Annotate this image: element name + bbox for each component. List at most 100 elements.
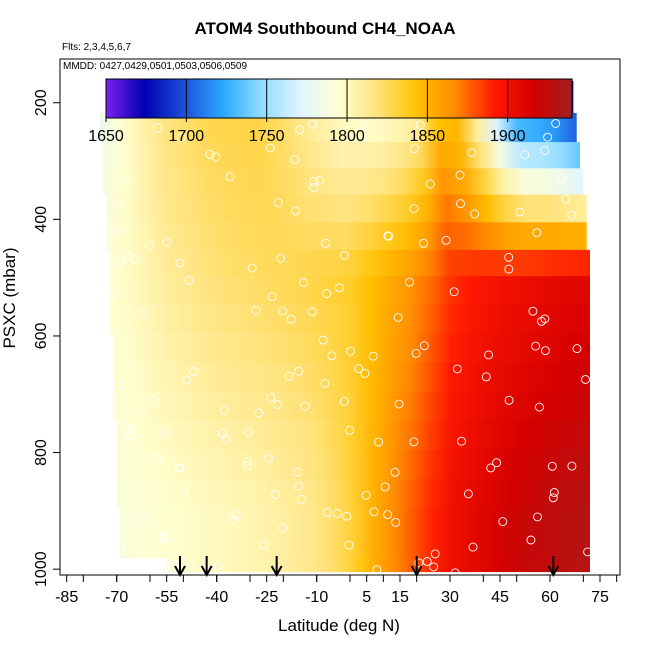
x-tick-label: -70 xyxy=(105,589,128,606)
sample-marker xyxy=(345,425,355,435)
sample-marker xyxy=(515,207,525,217)
sample-marker xyxy=(296,494,306,504)
sample-marker xyxy=(242,457,252,467)
y-tick-label: 400 xyxy=(33,206,50,233)
sample-marker xyxy=(504,264,514,274)
sample-marker xyxy=(264,453,274,463)
sample-marker xyxy=(335,283,344,293)
sample-marker xyxy=(391,517,401,527)
colorbar-tick-label: 1850 xyxy=(410,128,446,145)
y-axis-title: PSXC (mbar) xyxy=(0,247,19,348)
sample-marker xyxy=(372,565,382,575)
sample-marker xyxy=(221,434,231,444)
sample-marker xyxy=(299,278,309,287)
sample-marker xyxy=(117,543,127,553)
x-tick-label: -25 xyxy=(255,589,278,606)
sample-marker xyxy=(213,561,223,571)
sample-marker xyxy=(293,467,303,477)
sample-marker xyxy=(232,510,241,520)
sample-marker xyxy=(175,258,185,268)
sample-marker xyxy=(211,152,221,162)
sample-marker xyxy=(385,572,395,582)
sample-marker xyxy=(567,461,577,471)
sample-marker xyxy=(430,549,440,559)
sample-marker xyxy=(581,375,590,384)
sample-marker xyxy=(452,364,462,374)
sample-marker xyxy=(127,424,137,433)
sample-marker xyxy=(374,437,384,447)
sample-marker xyxy=(368,351,378,361)
sample-marker xyxy=(309,176,319,186)
sample-marker xyxy=(189,367,199,376)
sample-marker xyxy=(543,132,553,142)
sample-marker xyxy=(119,380,129,390)
sample-marker xyxy=(295,125,305,135)
x-tick-label: 60 xyxy=(541,589,559,606)
sample-marker xyxy=(531,341,541,351)
sample-marker xyxy=(251,305,261,315)
sample-marker xyxy=(567,210,576,220)
heatmap-band xyxy=(110,276,590,305)
sample-marker xyxy=(557,173,567,183)
sample-marker xyxy=(321,238,331,248)
sample-marker xyxy=(322,289,332,298)
sample-marker xyxy=(307,307,317,317)
x-tick-label: -85 xyxy=(55,589,78,606)
sample-marker xyxy=(182,375,192,385)
sample-marker xyxy=(174,463,184,473)
sample-marker xyxy=(179,486,189,496)
sample-marker xyxy=(271,489,280,499)
sample-marker xyxy=(504,395,514,405)
sample-marker xyxy=(259,540,268,550)
heatmap-band xyxy=(120,506,590,534)
x-tick-label: 5 xyxy=(362,589,371,606)
sample-marker xyxy=(322,507,332,517)
sample-marker xyxy=(449,287,459,297)
sample-marker xyxy=(394,399,404,409)
sample-marker xyxy=(533,512,542,522)
sample-marker xyxy=(125,431,135,441)
sample-marker xyxy=(540,346,550,356)
heatmap-field xyxy=(100,80,591,573)
sample-marker xyxy=(409,437,419,447)
sample-marker xyxy=(572,344,582,354)
sample-marker xyxy=(265,143,275,153)
colorbar-tick-label: 1650 xyxy=(88,128,124,145)
y-tick-label: 200 xyxy=(33,89,50,116)
colorbar-tick-label: 1800 xyxy=(329,128,365,145)
sample-marker xyxy=(167,560,177,570)
sample-marker xyxy=(307,119,317,129)
sample-marker xyxy=(153,123,163,133)
mmdd-label: MMDD: 0427,0429,0501,0503,0506,0509 xyxy=(63,61,248,72)
sample-marker xyxy=(441,235,451,245)
sample-marker xyxy=(537,316,546,326)
sample-marker xyxy=(300,401,310,411)
sample-marker xyxy=(380,482,390,492)
x-axis-title: Latitude (deg N) xyxy=(278,616,400,635)
sample-marker xyxy=(130,254,140,264)
sample-marker xyxy=(244,427,254,437)
heatmap-band xyxy=(113,391,591,422)
sample-marker xyxy=(276,253,286,263)
heatmap-band xyxy=(113,333,591,363)
sample-marker xyxy=(470,209,480,219)
sample-marker xyxy=(561,194,571,204)
sample-marker xyxy=(339,397,349,407)
y-tick-label: 600 xyxy=(33,323,50,350)
sample-marker xyxy=(414,558,424,568)
sample-marker xyxy=(229,515,239,525)
y-tick-label: 800 xyxy=(33,439,50,466)
sample-marker xyxy=(290,155,300,165)
sample-marker xyxy=(273,198,283,208)
x-tick-label: 30 xyxy=(441,589,459,606)
x-tick-label: 15 xyxy=(391,589,409,606)
sample-marker xyxy=(486,463,496,473)
sample-marker xyxy=(356,121,366,131)
sample-marker xyxy=(339,250,349,260)
sample-marker xyxy=(346,346,355,356)
sample-marker xyxy=(266,393,276,403)
sample-marker xyxy=(278,523,288,533)
sample-marker xyxy=(309,182,319,192)
sample-marker xyxy=(344,540,354,550)
